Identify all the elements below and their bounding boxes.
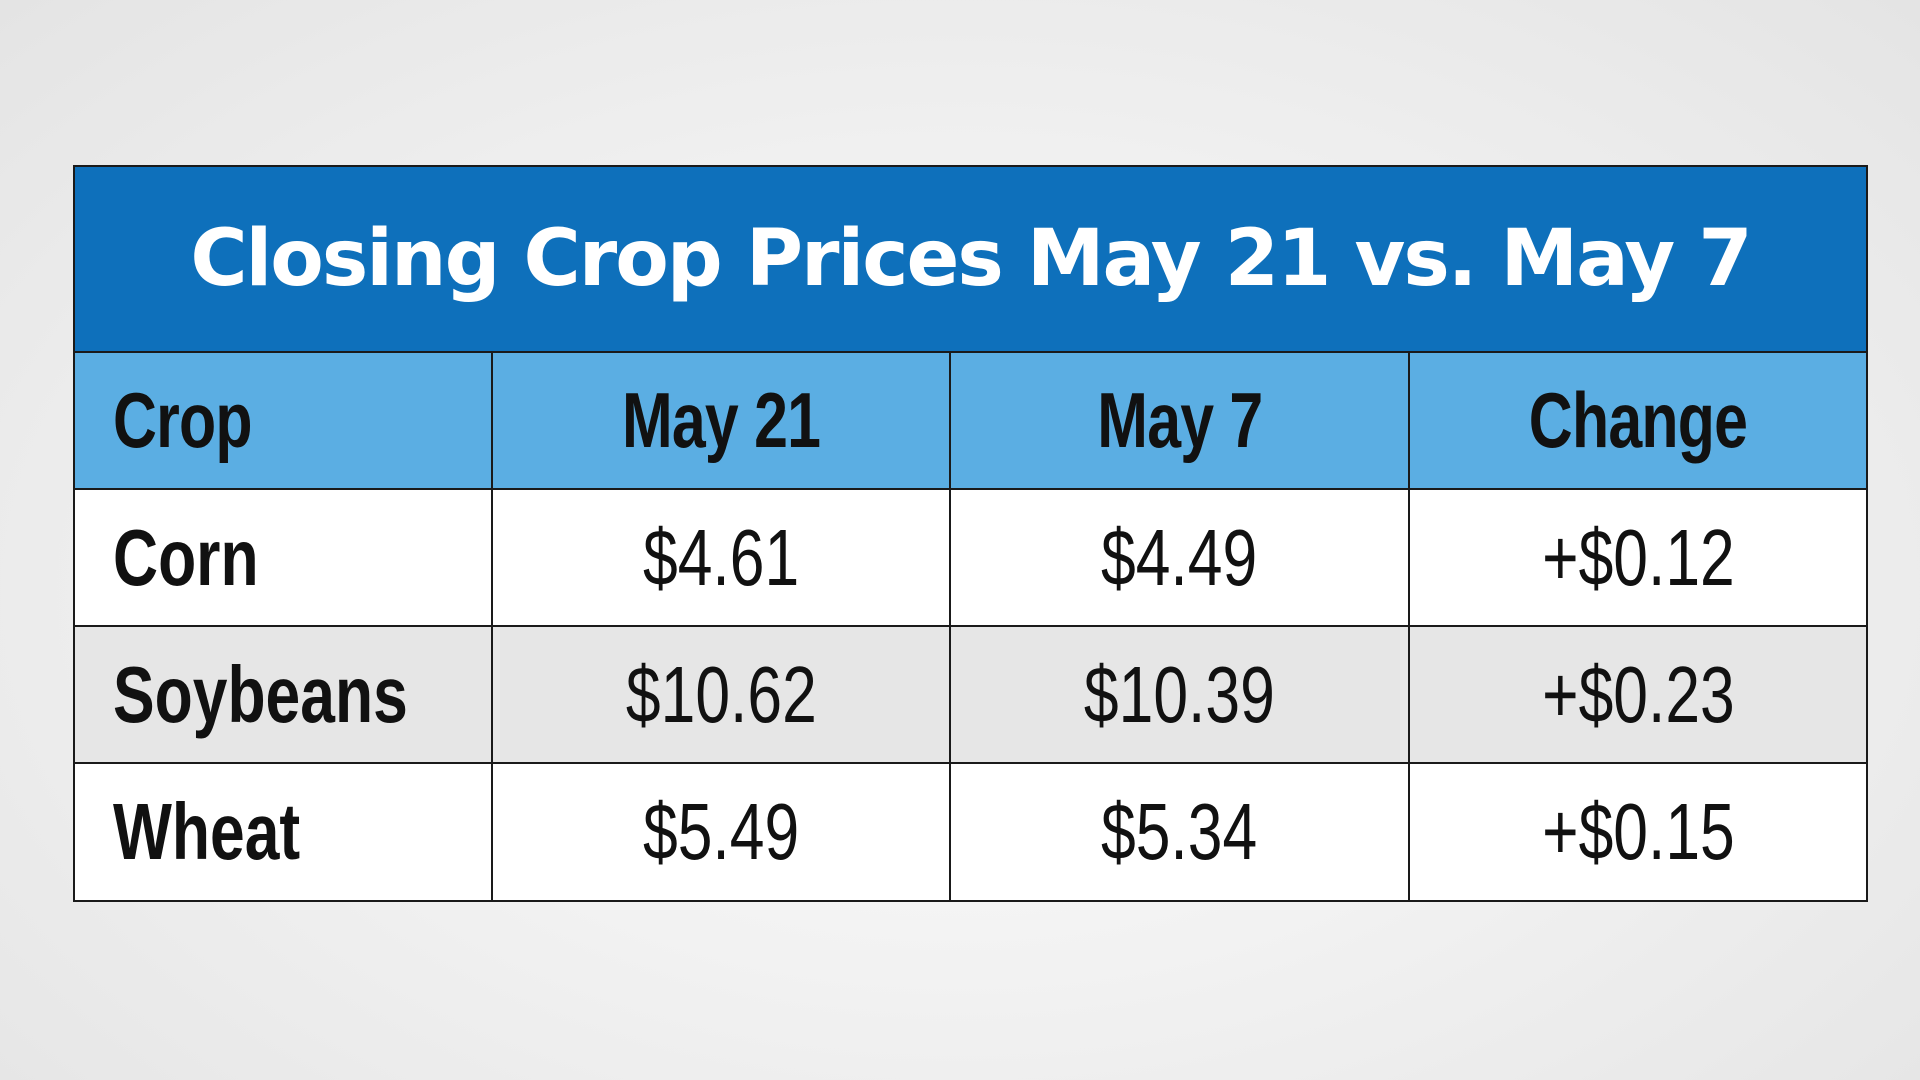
column-header-crop: Crop — [75, 353, 493, 490]
table-title: Closing Crop Prices May 21 vs. May 7 — [190, 214, 1752, 304]
table-row-wheat-change: +$0.15 — [1410, 764, 1866, 900]
table-row-wheat-may-21: $5.49 — [493, 764, 951, 900]
column-header-may-7: May 7 — [951, 353, 1410, 490]
table-row-soybeans-crop: Soybeans — [75, 627, 493, 764]
column-header-change: Change — [1410, 353, 1866, 490]
table-grid: Crop May 21 May 7 Change Corn $4.61 $4.4… — [75, 353, 1866, 900]
table-row-corn-may-21: $4.61 — [493, 490, 951, 627]
table-title-bar: Closing Crop Prices May 21 vs. May 7 — [75, 167, 1866, 353]
table-row-soybeans-change: +$0.23 — [1410, 627, 1866, 764]
table-row-corn-may-7: $4.49 — [951, 490, 1410, 627]
table-row-wheat-crop: Wheat — [75, 764, 493, 900]
table-row-soybeans-may-7: $10.39 — [951, 627, 1410, 764]
column-header-may-21: May 21 — [493, 353, 951, 490]
price-table: Closing Crop Prices May 21 vs. May 7 Cro… — [73, 165, 1868, 902]
table-row-soybeans-may-21: $10.62 — [493, 627, 951, 764]
table-row-corn-change: +$0.12 — [1410, 490, 1866, 627]
table-row-wheat-may-7: $5.34 — [951, 764, 1410, 900]
table-row-corn-crop: Corn — [75, 490, 493, 627]
